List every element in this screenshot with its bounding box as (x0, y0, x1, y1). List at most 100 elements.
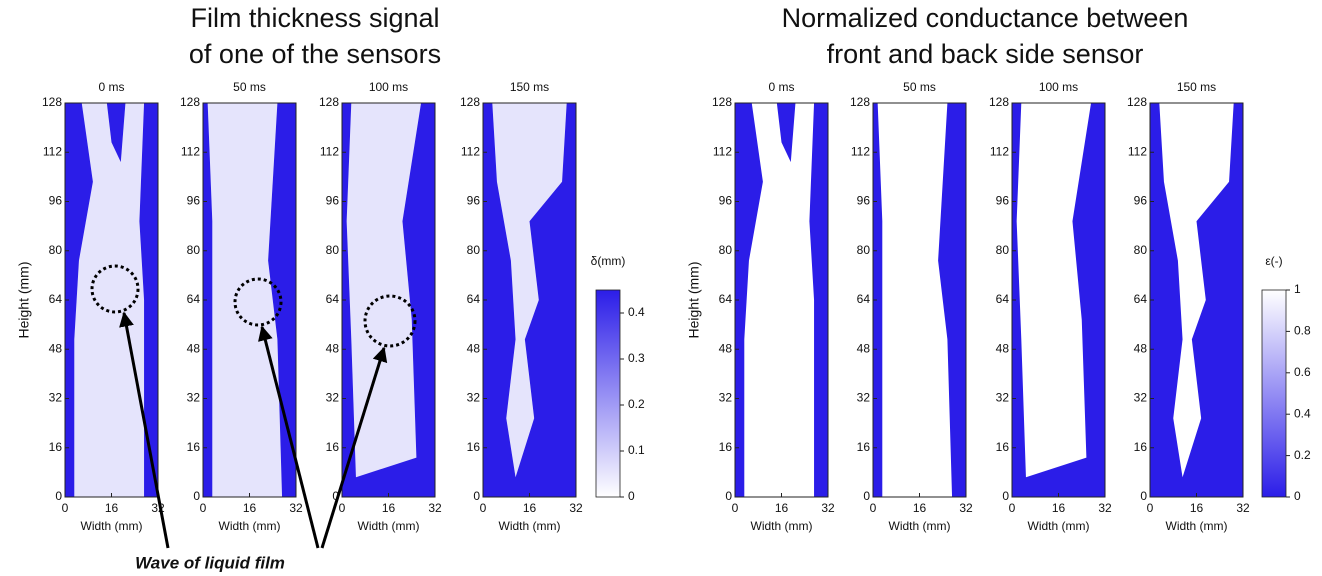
x-tick-label: 16 (913, 501, 927, 515)
x-tick-label: 16 (243, 501, 257, 515)
heatmap-region (492, 103, 567, 478)
y-tick-label: 48 (467, 341, 481, 355)
x-tick-label: 0 (200, 501, 207, 515)
y-tick-label: 96 (49, 194, 63, 208)
x-tick-label: 16 (1190, 501, 1204, 515)
y-tick-label: 112 (181, 144, 200, 158)
colorbar-tick-label: 0.4 (628, 305, 645, 319)
y-tick-label: 16 (326, 440, 340, 454)
colorbar-tick-label: 0.1 (628, 443, 645, 457)
x-axis-label: Width (mm) (81, 519, 143, 533)
y-tick-label: 80 (1134, 243, 1148, 257)
panel-subtitle: 0 ms (98, 80, 124, 94)
panel-subtitle: 100 ms (1039, 80, 1078, 94)
wave-circle (363, 294, 417, 348)
arrow (119, 311, 170, 549)
y-tick-label: 128 (319, 95, 339, 109)
heatmap-region (1159, 103, 1234, 478)
y-tick-label: 32 (49, 391, 63, 405)
y-tick-label: 128 (850, 95, 870, 109)
x-tick-label: 16 (523, 501, 537, 515)
panel-subtitle: 50 ms (233, 80, 266, 94)
heatmap-region (207, 103, 283, 497)
y-tick-label: 96 (187, 194, 201, 208)
x-tick-label: 16 (1052, 501, 1066, 515)
y-tick-label: 64 (719, 292, 733, 306)
x-axis-label: Width (mm) (1166, 519, 1228, 533)
y-tick-label: 80 (326, 243, 340, 257)
y-tick-label: 128 (180, 95, 200, 109)
colorbar-tick-label: 0 (628, 489, 635, 503)
y-tick-label: 48 (326, 341, 340, 355)
colorbar-tick-label: 0.2 (1294, 448, 1311, 462)
y-tick-label: 64 (996, 292, 1010, 306)
y-tick-label: 48 (187, 341, 201, 355)
x-tick-label: 32 (821, 501, 835, 515)
y-tick-label: 48 (996, 341, 1010, 355)
y-tick-label: 112 (461, 144, 480, 158)
x-axis-label: Width (mm) (1028, 519, 1090, 533)
y-tick-label: 0 (863, 489, 870, 503)
y-tick-label: 0 (55, 489, 62, 503)
colorbar-tick-label: 0.6 (1294, 365, 1311, 379)
y-tick-label: 96 (996, 194, 1010, 208)
y-tick-label: 112 (1128, 144, 1147, 158)
heatmap-region (74, 103, 145, 497)
chart-title: Normalized conductance between (782, 3, 1189, 33)
colorbar-tick-label: 0.4 (1294, 406, 1311, 420)
y-tick-label: 96 (326, 194, 340, 208)
panel-subtitle: 150 ms (510, 80, 549, 94)
y-tick-label: 80 (996, 243, 1010, 257)
x-tick-label: 32 (569, 501, 583, 515)
colorbar-tick-label: 0.2 (628, 397, 645, 411)
panel-subtitle: 50 ms (903, 80, 936, 94)
y-tick-label: 16 (719, 440, 733, 454)
y-tick-label: 128 (712, 95, 732, 109)
y-tick-label: 128 (989, 95, 1009, 109)
arrow (258, 325, 320, 549)
y-tick-label: 0 (1002, 489, 1009, 503)
colorbar-tick-label: 0.8 (1294, 324, 1311, 338)
x-tick-label: 32 (289, 501, 303, 515)
panel-subtitle: 0 ms (768, 80, 794, 94)
y-tick-label: 32 (187, 391, 201, 405)
x-tick-label: 0 (1147, 501, 1154, 515)
y-tick-label: 112 (713, 144, 732, 158)
y-tick-label: 0 (1140, 489, 1147, 503)
x-tick-label: 16 (105, 501, 119, 515)
x-tick-label: 0 (62, 501, 69, 515)
colorbar (595, 289, 621, 498)
x-axis-label: Width (mm) (499, 519, 561, 533)
colorbar-tick-label: 0 (1294, 489, 1301, 503)
y-tick-label: 80 (719, 243, 733, 257)
heatmap-tint (207, 103, 283, 497)
y-tick-label: 112 (320, 144, 339, 158)
y-tick-label: 128 (42, 95, 62, 109)
y-tick-label: 16 (49, 440, 63, 454)
y-tick-label: 0 (193, 489, 200, 503)
y-tick-label: 96 (1134, 194, 1148, 208)
heatmap-region (1016, 103, 1092, 478)
x-tick-label: 0 (480, 501, 487, 515)
y-tick-label: 64 (187, 292, 201, 306)
y-tick-label: 128 (460, 95, 480, 109)
y-tick-label: 80 (187, 243, 201, 257)
y-axis-label: Height (mm) (686, 261, 702, 338)
y-tick-label: 64 (467, 292, 481, 306)
y-tick-label: 64 (49, 292, 63, 306)
x-axis-label: Width (mm) (889, 519, 951, 533)
y-tick-label: 48 (1134, 341, 1148, 355)
x-tick-label: 32 (959, 501, 973, 515)
y-tick-label: 0 (725, 489, 732, 503)
y-tick-label: 48 (49, 341, 63, 355)
x-tick-label: 16 (382, 501, 396, 515)
y-tick-label: 48 (857, 341, 871, 355)
x-tick-label: 0 (870, 501, 877, 515)
x-tick-label: 16 (775, 501, 789, 515)
wave-circle (90, 264, 140, 314)
arrow (320, 346, 388, 549)
y-tick-label: 64 (1134, 292, 1148, 306)
y-tick-label: 16 (467, 440, 481, 454)
